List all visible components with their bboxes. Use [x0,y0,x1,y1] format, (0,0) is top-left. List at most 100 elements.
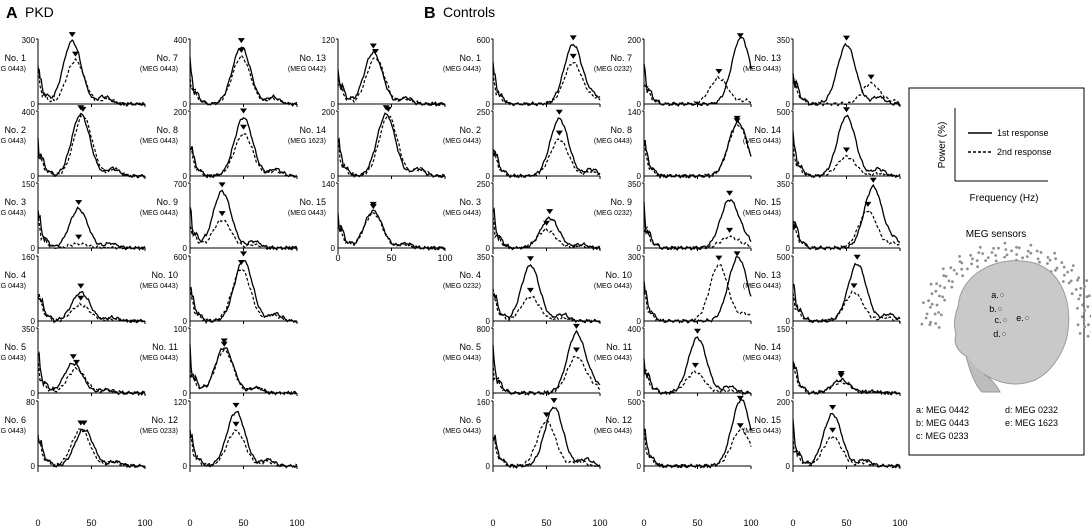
peak-marker-1st [869,177,877,183]
sensor-dot [944,274,948,278]
y-tick-max: 350 [777,36,791,45]
x-tick-label-100: 100 [437,253,452,263]
sensor-dot [1015,253,1018,256]
y-tick-max: 250 [477,108,491,117]
sensor-dot [1046,262,1049,265]
series-1st-response [492,264,601,324]
y-tick-max: 200 [628,36,642,45]
series-1st-response [37,206,146,251]
x-tick-label-50: 50 [692,518,702,528]
y-tick-zero: 0 [31,317,36,326]
sensor-dot [997,246,1000,250]
panel-letter-b: B [424,5,436,22]
series-2nd-response [643,123,752,179]
y-tick-zero: 0 [637,389,642,398]
y-tick-max: 160 [22,253,36,262]
subplot-controls-no-3-17: 250 0 No. 3 (MEG 0443) [443,180,601,254]
y-tick-zero: 0 [183,389,188,398]
x-tick-label-50: 50 [86,518,96,528]
subplot-sensor: (MEG 0442) [288,66,326,73]
sensor-dot [1082,318,1086,322]
sensor-dot [975,259,979,262]
subplot-pkd-no-10-9: 600 0 No. 10 (MEG 0443) [140,251,298,327]
y-tick-max: 700 [174,180,188,189]
y-tick-zero: 0 [637,462,642,471]
sensor-dot [1086,305,1090,309]
y-tick-max: 120 [322,36,336,45]
subplot-title: No. 13 [299,53,326,63]
y-tick-zero: 0 [486,389,491,398]
subplot-controls-no-4-18: 350 0 No. 4 (MEG 0232) [443,253,601,327]
y-tick-max: 150 [777,325,791,334]
sensor-dot [1003,241,1007,245]
sensor-dot [937,311,940,314]
sensor-dot [1021,256,1024,260]
peak-marker-1st [220,338,228,344]
subplot-title: No. 12 [605,415,632,425]
sensor-dot [1069,279,1073,283]
y-tick-max: 300 [628,253,642,262]
sensor-dot [1060,261,1064,264]
sensor-dot [992,247,995,250]
sensor-dot [920,322,924,326]
peak-marker-1st [218,182,226,188]
panel-heading-controls: B Controls [424,4,495,22]
subplot-title: No. 14 [754,125,781,135]
peak-marker-2nd [369,204,377,210]
series-1st-response [643,120,752,180]
subplot-sensor: (MEG 0443) [140,66,178,73]
sensor-dot [1080,315,1084,318]
sensor-dot [1063,273,1066,277]
subplot-title: No. 4 [459,270,481,280]
y-tick-zero: 0 [486,317,491,326]
sensor-dot [1085,295,1089,299]
subplot-sensor: (MEG 0443) [594,355,632,362]
subplot-controls-no-12-26: 500 0 No. 12 (MEG 0443) 0 50 100 [594,395,759,528]
peak-marker-2nd [240,124,247,130]
series-1st-response [792,114,901,178]
sensor-dot [1070,268,1074,272]
subplot-sensor: (MEG 0443) [140,355,178,362]
y-tick-zero: 0 [31,244,36,253]
sensor-dot [1003,255,1006,259]
sensor-dot [941,267,945,271]
peak-marker-1st [550,398,558,404]
series-2nd-response [792,360,901,396]
sensor-dot [1076,278,1079,282]
sensor-dot [1078,332,1082,335]
peak-marker-1st [843,107,850,113]
subplot-sensor: (MEG 0443) [743,428,781,435]
subplot-title: No. 14 [299,125,326,135]
sensor-dot [929,282,933,286]
y-tick-max: 140 [628,108,642,117]
sensor-dot [1029,251,1033,255]
series-2nd-response [792,138,901,179]
series-2nd-response [792,290,901,323]
sensor-label-a: a. [991,290,999,300]
series-1st-response [492,43,601,107]
subplot-pkd-no-2-1: 400 0 No. 2 (MEG 0443) [0,105,146,182]
series-1st-response [189,46,298,107]
y-tick-zero: 0 [331,244,336,253]
panel-letter-a: A [6,5,18,22]
subplot-sensor: (MEG 0443) [288,210,326,217]
peak-marker-1st [733,251,741,257]
subplot-controls-no-5-19: 800 0 No. 5 (MEG 0443) [443,323,601,399]
series-1st-response [792,412,901,469]
subplot-pkd-no-3-2: 150 0 No. 3 (MEG 0443) [0,180,146,254]
x-tick-label-100: 100 [137,518,152,528]
peak-marker-1st [69,354,77,360]
peak-marker-2nd [75,234,83,240]
sensor-dot [1046,256,1050,259]
subplot-pkd-no-12-11: 120 0 No. 12 (MEG 0233) 0 50 100 [140,398,305,528]
y-tick-zero: 0 [786,244,791,253]
series-1st-response [643,255,752,324]
y-tick-zero: 0 [786,317,791,326]
peak-marker-1st [555,109,563,115]
sensor-dot [1077,276,1081,280]
series-2nd-response [337,57,446,107]
sensor-dot [1071,264,1075,267]
sensor-dot [971,257,974,261]
series-1st-response [37,39,146,107]
peak-marker-1st [853,254,861,260]
